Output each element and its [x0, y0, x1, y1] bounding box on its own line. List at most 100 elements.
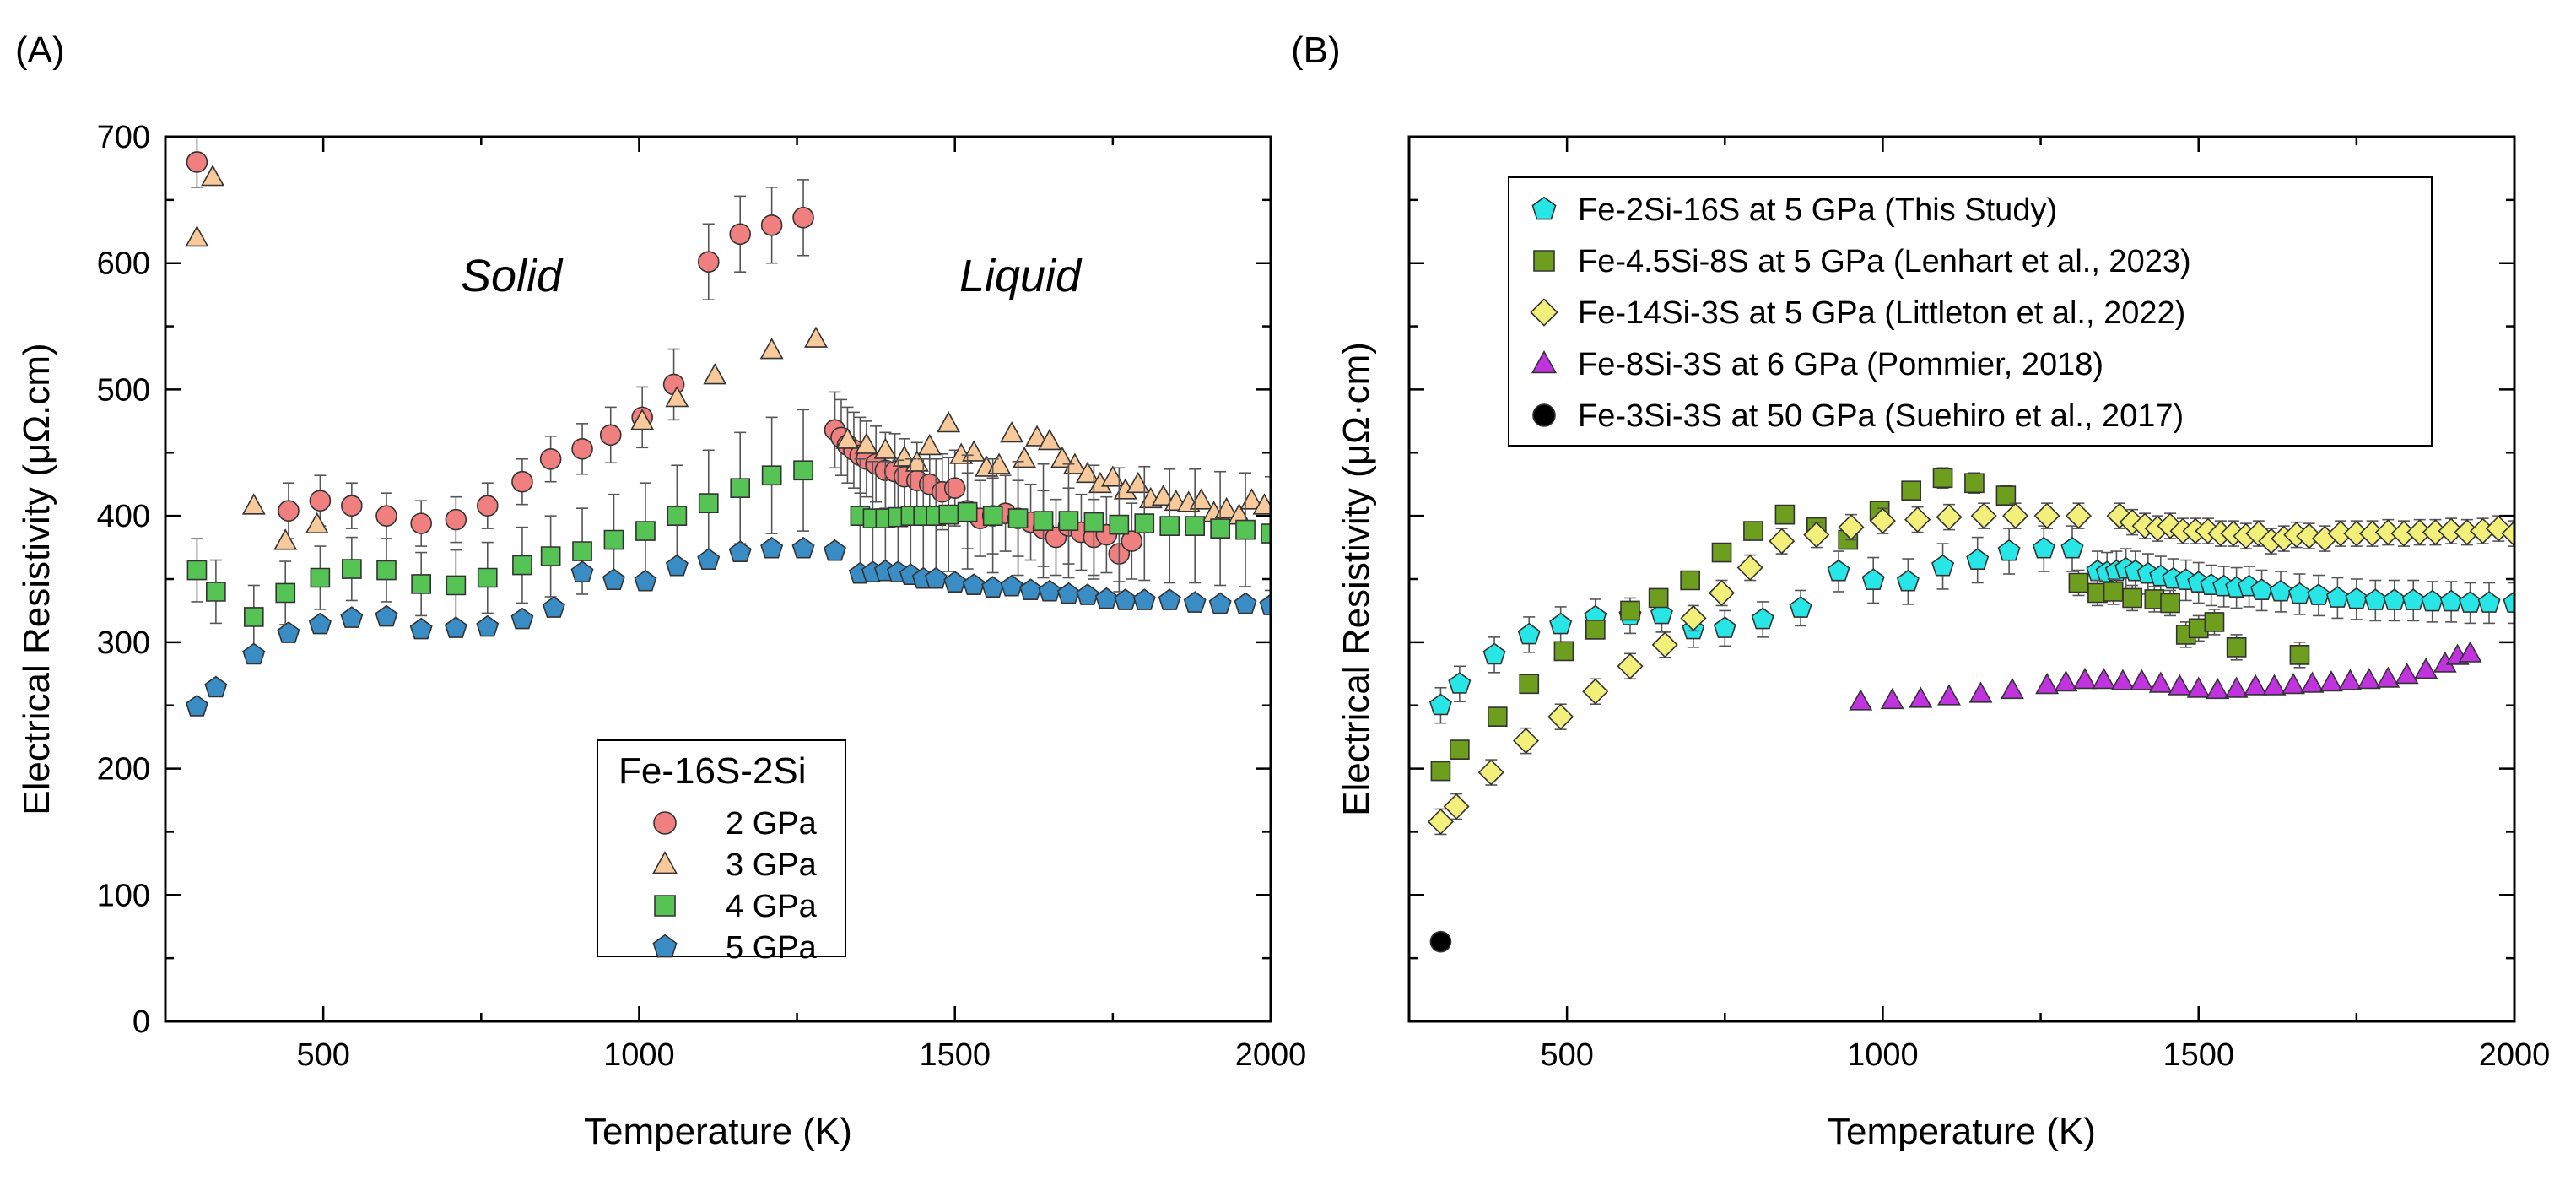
- panel-a-series-4-gpa: [186, 409, 1271, 650]
- panel-b-point-fe-14si-3s-at-5-gpa-littleton-et-al-2022: [1708, 579, 1736, 607]
- panel-a-x-tick-label: 2000: [1235, 1037, 1307, 1073]
- panel-b-legend-label-fe-4-5si-8s-at-5-gpa-lenhart-et-al-2023: Fe-4.5Si-8S at 5 GPa (Lenhart et al., 20…: [1578, 244, 2191, 279]
- panel-a-point-2-gpa: [278, 500, 300, 522]
- panel-b-point-fe-4-5si-8s-at-5-gpa-lenhart-et-al-2023: [1585, 619, 1606, 640]
- panel-b-point-fe-8si-3s-at-6-gpa-pommier-2018: [2224, 676, 2249, 698]
- panel-a-point-4-gpa: [275, 582, 296, 604]
- panel-b-point-fe-4-5si-8s-at-5-gpa-lenhart-et-al-2023: [1711, 542, 1732, 563]
- panel-a-point-2-gpa: [511, 470, 533, 493]
- panel-a-point-2-gpa: [186, 151, 208, 173]
- panel-a-legend-title: Fe-16S-2Si: [618, 750, 807, 792]
- panel-b-point-fe-2si-16s-at-5-gpa-this-study: [1428, 693, 1452, 716]
- panel-a-point-5-gpa: [185, 695, 208, 717]
- panel-a-point-3-gpa: [1239, 488, 1264, 510]
- panel-a-point-2-gpa: [1121, 530, 1143, 552]
- panel-b-point-fe-2si-16s-at-5-gpa-this-study: [1482, 642, 1506, 665]
- panel-a-legend-label-2-gpa: 2 GPa: [726, 806, 818, 842]
- panel-b-point-fe-8si-3s-at-6-gpa-pommier-2018: [1909, 686, 1933, 708]
- panel-b-point-fe-8si-3s-at-6-gpa-pommier-2018: [2319, 669, 2343, 692]
- panel-a-legend-label-5-gpa: 5 GPa: [726, 930, 818, 966]
- panel-a-point-4-gpa: [730, 478, 751, 499]
- panel-a-point-5-gpa: [1208, 592, 1232, 614]
- panel-a-point-5-gpa: [1234, 592, 1257, 614]
- panel-b-point-fe-2si-16s-at-5-gpa-this-study: [2032, 536, 2055, 559]
- panel-b-point-fe-2si-16s-at-5-gpa-this-study: [1896, 569, 1920, 592]
- panel-a-point-3-gpa: [962, 440, 986, 462]
- panel-a-y-tick-label: 300: [97, 625, 150, 661]
- panel-a-point-3-gpa: [854, 432, 878, 454]
- panel-a-point-4-gpa: [793, 460, 813, 481]
- panel-b-label: (B): [1291, 30, 1341, 71]
- panel-a-point-3-gpa: [1000, 420, 1024, 443]
- panel-b-legend-marker-fe-2si-16s-at-5-gpa-this-study: [1531, 196, 1557, 220]
- panel-a-point-4-gpa: [938, 504, 959, 525]
- panel-a-legend-marker-2-gpa: [653, 811, 677, 835]
- panel-a-point-3-gpa: [835, 427, 860, 449]
- panel-a-point-3-gpa: [1075, 461, 1099, 484]
- panel-a-point-5-gpa: [444, 616, 467, 638]
- panel-b-point-fe-14si-3s-at-5-gpa-littleton-et-al-2022: [1936, 504, 1963, 531]
- panel-a-y-axis-label: Electrical Resistivity (μΩ.cm): [16, 343, 57, 815]
- panel-a-point-5-gpa: [1183, 591, 1207, 613]
- panel-a-point-4-gpa: [540, 546, 561, 566]
- panel-a-y-tick-label: 200: [97, 752, 150, 788]
- panel-a-point-2-gpa: [599, 424, 622, 447]
- panel-b-legend-label-fe-14si-3s-at-5-gpa-littleton-et-al-2022: Fe-14Si-3S at 5 GPa (Littleton et al., 2…: [1578, 295, 2185, 331]
- panel-b-point-fe-14si-3s-at-5-gpa-littleton-et-al-2022: [2065, 502, 2093, 529]
- panel-b-point-fe-2si-16s-at-5-gpa-this-study: [1827, 559, 1850, 582]
- panel-b-x-tick-label: 1500: [2163, 1037, 2234, 1073]
- panel-b-series-fe-4-5si-8s-at-5-gpa-lenhart-et-al-2023: [1430, 467, 2310, 782]
- panel-a-point-4-gpa: [1058, 511, 1079, 532]
- panel-a-point-4-gpa: [1159, 516, 1180, 537]
- panel-a-point-2-gpa: [571, 437, 593, 460]
- panel-a-point-5-gpa: [204, 675, 228, 698]
- panel-a-point-5-gpa: [823, 539, 846, 561]
- panel-a-legend-marker-4-gpa: [654, 895, 676, 917]
- panel-a-point-3-gpa: [630, 409, 655, 430]
- panel-b-point-fe-2si-16s-at-5-gpa-this-study: [2401, 588, 2425, 610]
- panel-a-point-4-gpa: [698, 493, 719, 514]
- panel-b-point-fe-14si-3s-at-5-gpa-littleton-et-al-2022: [2002, 502, 2029, 529]
- panel-a-legend-marker-3-gpa: [652, 851, 678, 874]
- panel-a-point-3-gpa: [1050, 446, 1074, 468]
- panel-a-series-3-gpa: [185, 165, 1271, 550]
- panel-b-point-fe-14si-3s-at-5-gpa-littleton-et-al-2022: [1651, 631, 1678, 658]
- panel-a-y-tick-label: 600: [97, 246, 150, 282]
- panel-a-point-3-gpa: [305, 512, 329, 534]
- panel-a-point-3-gpa: [804, 326, 828, 348]
- panel-b-series-fe-14si-3s-at-5-gpa-littleton-et-al-2022: [1427, 502, 2514, 836]
- panel-b-legend-marker-fe-3si-3s-at-50-gpa-suehiro-et-al-2017: [1532, 403, 1556, 427]
- panel-a-point-5-gpa: [728, 540, 752, 563]
- panel-b: 500 1000 1500 2000 Temperature (K) Electric…: [1336, 135, 2550, 1152]
- panel-b-x-tick-label: 500: [1540, 1037, 1593, 1073]
- panel-a-point-2-gpa: [410, 512, 432, 534]
- panel-b-point-fe-14si-3s-at-5-gpa-littleton-et-al-2022: [1803, 522, 1830, 549]
- panel-b-point-fe-2si-16s-at-5-gpa-this-study: [2363, 588, 2387, 610]
- panel-a-x-axis-label: Temperature (K): [584, 1111, 852, 1152]
- panel-a-point-3-gpa: [759, 338, 784, 360]
- panel-b-point-fe-2si-16s-at-5-gpa-this-study: [1448, 672, 1472, 694]
- panel-b-point-fe-14si-3s-at-5-gpa-littleton-et-al-2022: [2033, 502, 2060, 529]
- panel-b-point-fe-14si-3s-at-5-gpa-littleton-et-al-2022: [1869, 507, 1896, 534]
- panel-b-point-fe-8si-3s-at-6-gpa-pommier-2018: [2357, 667, 2381, 690]
- panel-b-point-fe-2si-16s-at-5-gpa-this-study: [2269, 579, 2292, 602]
- panel-b-point-fe-4-5si-8s-at-5-gpa-lenhart-et-al-2023: [1620, 600, 1640, 621]
- panel-a-point-5-gpa: [924, 566, 948, 589]
- panel-b-point-fe-8si-3s-at-6-gpa-pommier-2018: [2168, 674, 2192, 696]
- panel-b-point-fe-2si-16s-at-5-gpa-this-study: [2250, 578, 2274, 601]
- panel-b-point-fe-4-5si-8s-at-5-gpa-lenhart-et-al-2023: [1964, 473, 1985, 494]
- panel-a: 500 1000 1500 2000 0 100 200 300 400 500 600 700 So…: [16, 120, 1306, 1152]
- panel-b-point-fe-2si-16s-at-5-gpa-this-study: [1966, 548, 1990, 571]
- panel-b-point-fe-2si-16s-at-5-gpa-this-study: [2383, 588, 2406, 610]
- panel-b-point-fe-2si-16s-at-5-gpa-this-study: [2477, 591, 2501, 613]
- panel-a-point-2-gpa: [943, 477, 966, 500]
- panel-a-point-3-gpa: [917, 433, 942, 456]
- panel-a-point-4-gpa: [982, 506, 1003, 527]
- panel-a-point-4-gpa: [1134, 513, 1155, 534]
- panel-b-point-fe-8si-3s-at-6-gpa-pommier-2018: [2262, 674, 2287, 696]
- panel-a-point-5-gpa: [242, 642, 266, 665]
- panel-a-point-4-gpa: [667, 506, 688, 527]
- panel-b-point-fe-4-5si-8s-at-5-gpa-lenhart-et-al-2023: [1488, 706, 1508, 728]
- panel-a-point-4-gpa: [1210, 518, 1230, 539]
- panel-a-point-4-gpa: [1235, 519, 1256, 540]
